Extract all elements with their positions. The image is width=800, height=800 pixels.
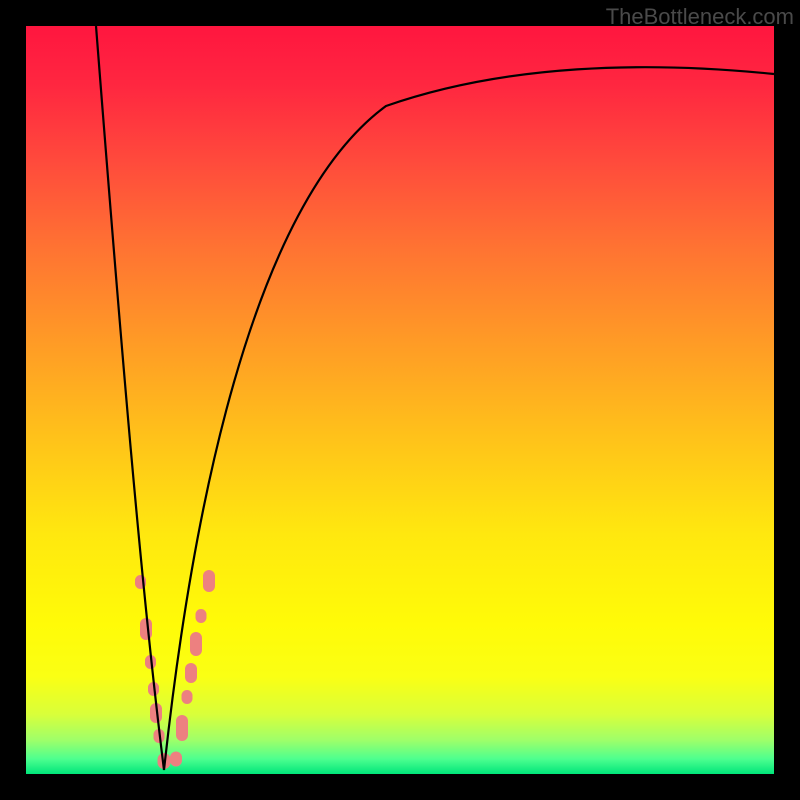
data-marker <box>170 752 182 767</box>
data-marker <box>185 663 197 683</box>
data-marker <box>140 618 152 640</box>
chart-frame: TheBottleneck.com <box>0 0 800 800</box>
data-marker <box>203 570 215 592</box>
data-marker <box>176 715 188 741</box>
data-marker <box>190 632 202 656</box>
watermark-text: TheBottleneck.com <box>606 4 794 30</box>
plot-gradient-rect <box>26 26 774 774</box>
background-svg <box>0 0 800 800</box>
data-marker <box>196 609 207 623</box>
data-marker <box>182 690 193 704</box>
